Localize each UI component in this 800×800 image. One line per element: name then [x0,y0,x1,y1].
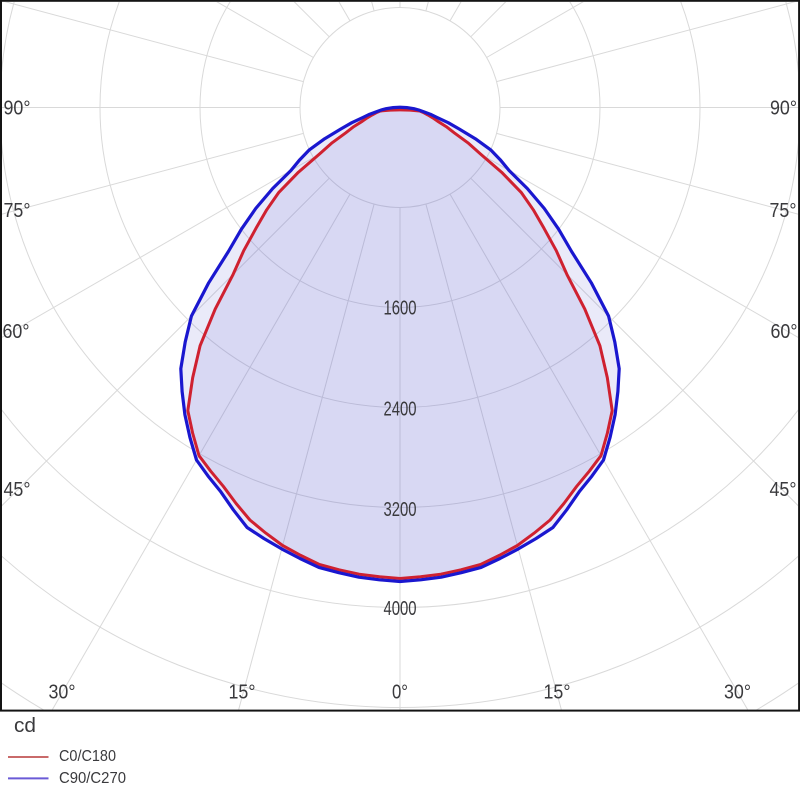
svg-text:75°: 75° [770,199,797,222]
svg-text:1600: 1600 [384,297,417,320]
svg-text:3200: 3200 [384,498,417,521]
svg-text:60°: 60° [3,320,30,343]
svg-text:45°: 45° [4,478,31,501]
svg-text:C0/C180: C0/C180 [59,748,116,765]
svg-text:90°: 90° [770,97,797,120]
svg-text:90°: 90° [4,97,31,120]
svg-text:cd: cd [14,715,36,737]
svg-text:4000: 4000 [384,597,417,620]
svg-text:2400: 2400 [384,398,417,421]
svg-text:60°: 60° [771,320,798,343]
svg-text:30°: 30° [49,681,76,704]
svg-text:15°: 15° [544,681,571,704]
svg-text:15°: 15° [229,681,256,704]
svg-text:45°: 45° [770,478,797,501]
svg-text:75°: 75° [4,199,31,222]
svg-text:C90/C270: C90/C270 [59,770,126,787]
svg-text:0°: 0° [392,681,408,704]
svg-text:30°: 30° [724,681,751,704]
